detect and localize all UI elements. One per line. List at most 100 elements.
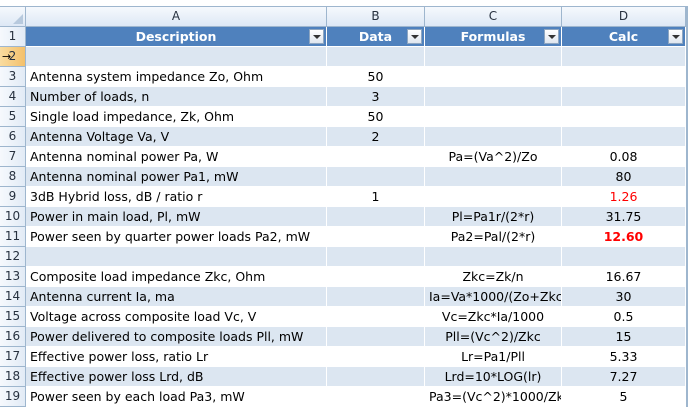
row-header[interactable]: 18: [0, 367, 26, 387]
cell-description[interactable]: Antenna nominal power Pa, W: [26, 147, 327, 167]
cell-data[interactable]: [327, 147, 425, 167]
cell-data[interactable]: [327, 47, 425, 67]
row-header[interactable]: 10: [0, 207, 26, 227]
cell-formula[interactable]: Pa2=Pal/(2*r): [425, 227, 562, 247]
cell-data[interactable]: [327, 367, 425, 387]
cell-formula[interactable]: Vc=Zkc*Ia/1000: [425, 307, 562, 327]
header-calc[interactable]: Calc: [562, 27, 686, 47]
cell-data[interactable]: 2: [327, 127, 425, 147]
cell-calc[interactable]: 15: [562, 327, 686, 347]
cell-description[interactable]: Effective power loss Lrd, dB: [26, 367, 327, 387]
cell-formula[interactable]: [425, 47, 562, 67]
cell-calc[interactable]: [562, 127, 686, 147]
cell-calc[interactable]: [562, 247, 686, 267]
cell-formula[interactable]: Lr=Pa1/Pll: [425, 347, 562, 367]
row-header[interactable]: 6: [0, 127, 26, 147]
cell-description[interactable]: Single load impedance, Zk, Ohm: [26, 107, 327, 127]
row-header[interactable]: 17: [0, 347, 26, 367]
cell-formula[interactable]: Pa3=(Vc^2)*1000/Zk: [425, 387, 562, 407]
column-header-a[interactable]: A: [26, 7, 327, 27]
column-header-c[interactable]: C: [425, 7, 562, 27]
row-header[interactable]: 8: [0, 167, 26, 187]
cell-description[interactable]: Voltage across composite load Vc, V: [26, 307, 327, 327]
cell-calc[interactable]: 12.60: [562, 227, 686, 247]
row-header[interactable]: 12: [0, 247, 26, 267]
cell-calc[interactable]: [562, 87, 686, 107]
cell-calc[interactable]: 30: [562, 287, 686, 307]
cell-description[interactable]: Power delivered to composite loads Pll, …: [26, 327, 327, 347]
row-header[interactable]: 5: [0, 107, 26, 127]
column-header-b[interactable]: B: [327, 7, 425, 27]
cell-data[interactable]: [327, 327, 425, 347]
cell-description[interactable]: 3dB Hybrid loss, dB / ratio r: [26, 187, 327, 207]
cell-data[interactable]: [327, 307, 425, 327]
cell-formula[interactable]: Pl=Pa1r/(2*r): [425, 207, 562, 227]
cell-formula[interactable]: Lrd=10*LOG(lr): [425, 367, 562, 387]
cell-formula[interactable]: Pll=(Vc^2)/Zkc: [425, 327, 562, 347]
cell-description[interactable]: Antenna system impedance Zo, Ohm: [26, 67, 327, 87]
cell-formula[interactable]: Ia=Va*1000/(Zo+Zkc): [425, 287, 562, 307]
filter-dropdown-icon[interactable]: [544, 29, 559, 44]
cell-calc[interactable]: 31.75: [562, 207, 686, 227]
row-header[interactable]: 15: [0, 307, 26, 327]
cell-formula[interactable]: [425, 247, 562, 267]
cell-description[interactable]: Number of loads, n: [26, 87, 327, 107]
row-header[interactable]: 16: [0, 327, 26, 347]
header-formulas[interactable]: Formulas: [425, 27, 562, 47]
cell-data[interactable]: [327, 267, 425, 287]
cell-formula[interactable]: [425, 127, 562, 147]
cell-formula[interactable]: [425, 167, 562, 187]
cell-data[interactable]: [327, 387, 425, 407]
cell-calc[interactable]: 0.5: [562, 307, 686, 327]
row-header[interactable]: 11: [0, 227, 26, 247]
cell-description[interactable]: Effective power loss, ratio Lr: [26, 347, 327, 367]
cell-data[interactable]: 50: [327, 107, 425, 127]
cell-data[interactable]: [327, 207, 425, 227]
cell-calc[interactable]: 0.08: [562, 147, 686, 167]
filter-dropdown-icon[interactable]: [309, 29, 324, 44]
cell-calc[interactable]: 80: [562, 167, 686, 187]
cell-formula[interactable]: [425, 107, 562, 127]
row-header[interactable]: 4: [0, 87, 26, 107]
row-header[interactable]: 7: [0, 147, 26, 167]
row-header[interactable]: 3: [0, 67, 26, 87]
cell-description[interactable]: Power in main load, Pl, mW: [26, 207, 327, 227]
cell-description[interactable]: [26, 47, 327, 67]
cell-calc[interactable]: 5.33: [562, 347, 686, 367]
select-all-corner[interactable]: [0, 7, 26, 27]
filter-dropdown-icon[interactable]: [407, 29, 422, 44]
cell-data[interactable]: [327, 347, 425, 367]
cell-data[interactable]: 3: [327, 87, 425, 107]
row-header[interactable]: 19: [0, 387, 26, 407]
cell-calc[interactable]: 16.67: [562, 267, 686, 287]
row-header[interactable]: 9: [0, 187, 26, 207]
cell-data[interactable]: 50: [327, 67, 425, 87]
cell-description[interactable]: Composite load impedance Zkc, Ohm: [26, 267, 327, 287]
cell-calc[interactable]: [562, 47, 686, 67]
filter-dropdown-icon[interactable]: [668, 29, 683, 44]
cell-data[interactable]: [327, 247, 425, 267]
cell-description[interactable]: Antenna nominal power Pa1, mW: [26, 167, 327, 187]
cell-formula[interactable]: Pa=(Va^2)/Zo: [425, 147, 562, 167]
column-header-d[interactable]: D: [562, 7, 686, 27]
cell-formula[interactable]: [425, 67, 562, 87]
cell-description[interactable]: Power seen by each load Pa3, mW: [26, 387, 327, 407]
cell-description[interactable]: Antenna current Ia, ma: [26, 287, 327, 307]
cell-data[interactable]: [327, 167, 425, 187]
row-header[interactable]: 13: [0, 267, 26, 287]
cell-data[interactable]: 1: [327, 187, 425, 207]
cell-calc[interactable]: [562, 67, 686, 87]
header-data[interactable]: Data: [327, 27, 425, 47]
cell-calc[interactable]: 1.26: [562, 187, 686, 207]
header-description[interactable]: Description: [26, 27, 327, 47]
row-header[interactable]: → 2: [0, 47, 26, 67]
cell-data[interactable]: [327, 227, 425, 247]
cell-formula[interactable]: [425, 87, 562, 107]
cell-formula[interactable]: Zkc=Zk/n: [425, 267, 562, 287]
cell-description[interactable]: Power seen by quarter power loads Pa2, m…: [26, 227, 327, 247]
row-header-1[interactable]: 1: [0, 27, 26, 47]
cell-data[interactable]: [327, 287, 425, 307]
cell-calc[interactable]: 7.27: [562, 367, 686, 387]
cell-description[interactable]: [26, 247, 327, 267]
cell-calc[interactable]: 5: [562, 387, 686, 407]
